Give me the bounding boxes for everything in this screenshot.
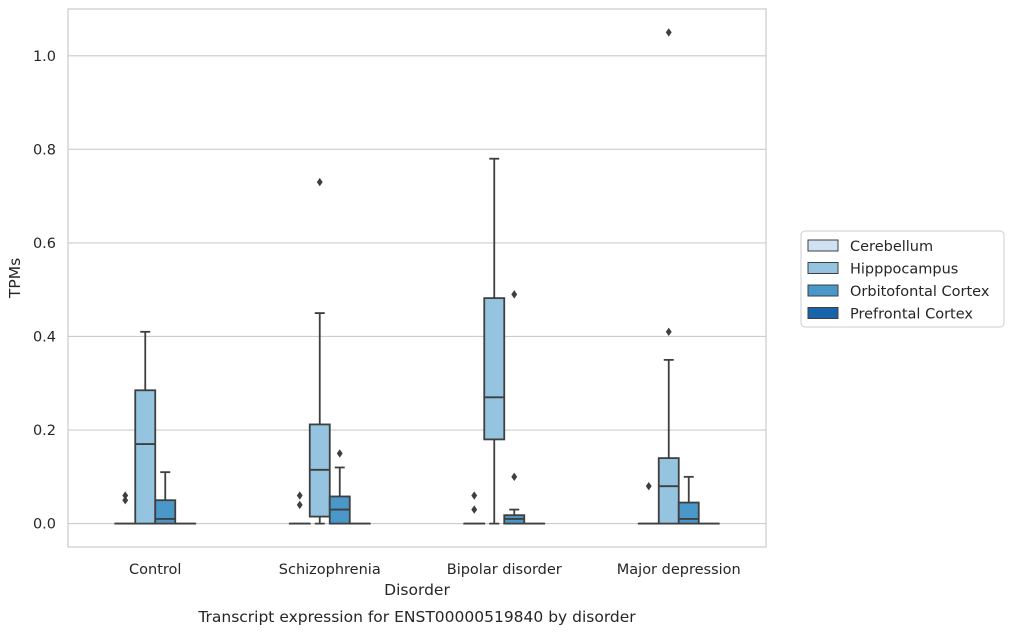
outlier-point [122,491,129,500]
outlier-point [122,496,129,505]
y-tick-label: 0.4 [33,329,56,345]
outlier-point [296,500,303,510]
x-tick-label: Control [129,562,181,578]
box-orbitofontal-cortex [328,449,351,525]
legend-swatch [807,284,839,297]
box-orbitofontal-cortex [154,471,177,525]
box-hipppocampus [308,177,331,525]
x-axis-ticks: Control Schizophrenia Bipolar disorder Majo… [129,562,741,578]
iqr-box [483,297,506,441]
box-cerebellum [288,491,311,525]
outlier-point [296,491,303,500]
legend: Cerebellum Hipppocampus Orbitofontal Corte… [800,230,1005,328]
outlier-point [336,449,343,458]
box-cerebellum [463,491,486,525]
iqr-box [677,501,700,525]
legend-swatch [807,262,839,274]
legend-label: Hipppocampus [850,262,958,278]
iqr-box [657,457,680,525]
y-axis-label: TPMs [6,258,24,299]
legend-label: Prefrontal Cortex [850,307,973,323]
box-cerebellum [637,481,660,525]
y-tick-label: 0.0 [33,517,56,533]
legend-swatch [807,307,839,319]
iqr-box [154,499,177,525]
outlier-point [316,177,323,187]
x-tick-label: Schizophrenia [279,562,381,578]
legend-label: Cerebellum [850,239,933,255]
iqr-box [134,389,157,525]
y-tick-label: 1.0 [33,49,56,65]
outlier-point [471,491,478,500]
legend-label: Orbitofontal Cortex [850,284,990,300]
box-orbitofontal-cortex [677,475,700,525]
outlier-point [665,327,672,336]
chart-caption: Transcript expression for ENST0000051984… [197,608,636,626]
box-orbitofontal-cortex [503,290,526,525]
legend-swatch [807,239,839,252]
box-hipppocampus [657,28,680,525]
outlier-point [511,290,518,299]
y-tick-label: 0.6 [33,236,56,252]
outlier-point [665,28,672,37]
x-axis-label: Disorder [384,581,450,599]
y-tick-label: 0.2 [33,423,56,439]
x-tick-label: Major depression [617,562,741,578]
y-axis-ticks: 0.0 0.2 0.4 0.6 0.8 1.0 [33,49,56,533]
box-hipppocampus [134,330,157,525]
outlier-point [511,472,518,482]
y-tick-label: 0.8 [33,142,56,158]
plot-frame [67,8,767,548]
x-tick-label: Bipolar disorder [447,562,562,578]
box-hipppocampus [483,157,506,525]
outlier-point [471,505,478,514]
box-plot-area [114,28,720,525]
outlier-point [645,481,652,491]
legend-frame [800,230,1005,328]
